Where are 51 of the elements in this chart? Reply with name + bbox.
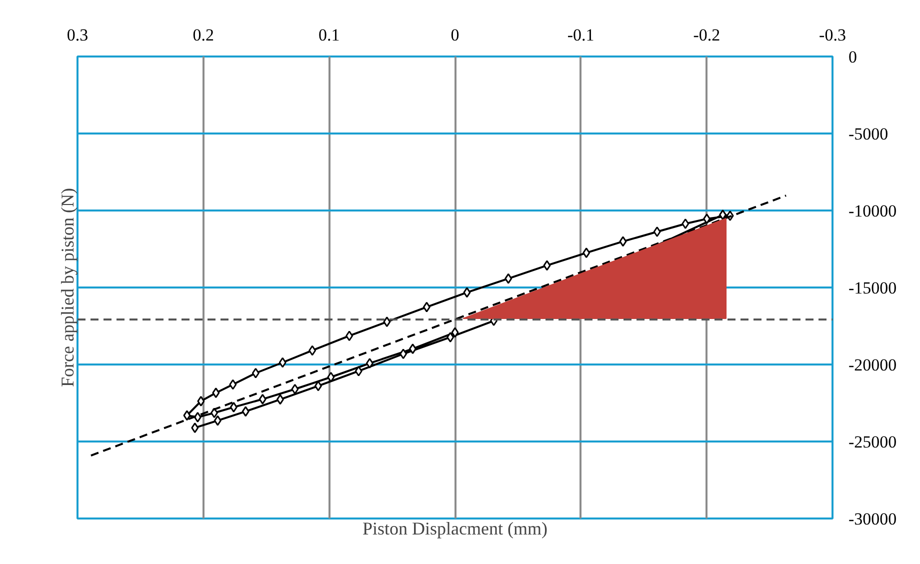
y-tick-label: -25000 xyxy=(848,432,897,452)
y-tick-label: -10000 xyxy=(848,202,897,220)
point xyxy=(653,226,661,237)
point xyxy=(191,422,199,434)
point xyxy=(619,236,627,247)
x-tick-label: 0.1 xyxy=(318,26,340,44)
point xyxy=(719,210,727,220)
y-tick-label: -5000 xyxy=(848,124,888,144)
y-tick-label: 0 xyxy=(848,48,857,66)
point xyxy=(346,330,354,342)
point xyxy=(543,260,551,271)
point xyxy=(366,358,374,369)
y-axis-title: Force applied by piston (N) xyxy=(58,188,78,387)
point xyxy=(212,388,220,398)
point xyxy=(504,273,512,284)
point xyxy=(242,406,250,417)
point xyxy=(291,384,299,394)
x-tick-label: -0.3 xyxy=(819,26,846,44)
point xyxy=(230,402,238,412)
point xyxy=(400,348,408,360)
point xyxy=(463,287,471,298)
point xyxy=(408,344,416,354)
point xyxy=(451,327,459,338)
point xyxy=(383,316,391,328)
x-tick-label: 0.2 xyxy=(192,26,214,44)
point xyxy=(197,396,205,406)
point xyxy=(314,380,322,392)
point xyxy=(194,412,202,422)
x-tick-label: 0.3 xyxy=(66,26,88,44)
point xyxy=(446,332,454,342)
y-tick-label: -30000 xyxy=(848,510,897,528)
point xyxy=(183,410,191,421)
point xyxy=(308,345,316,356)
point xyxy=(582,248,590,258)
point xyxy=(278,357,286,368)
point xyxy=(327,372,335,382)
point xyxy=(229,379,237,390)
point xyxy=(214,415,222,426)
x-tick-label: -0.2 xyxy=(693,26,720,44)
x-tick-label: -0.1 xyxy=(567,26,594,44)
y-tick-label: -20000 xyxy=(848,356,897,374)
x-axis-title: Piston Displacment (mm) xyxy=(362,518,548,538)
point xyxy=(703,214,711,224)
point xyxy=(252,368,260,378)
point xyxy=(354,366,362,376)
point xyxy=(682,218,690,229)
point xyxy=(258,394,266,404)
x-tick-label: 0 xyxy=(450,26,460,44)
y-tick-label: -15000 xyxy=(848,278,897,298)
point xyxy=(422,302,430,312)
point xyxy=(276,394,284,405)
